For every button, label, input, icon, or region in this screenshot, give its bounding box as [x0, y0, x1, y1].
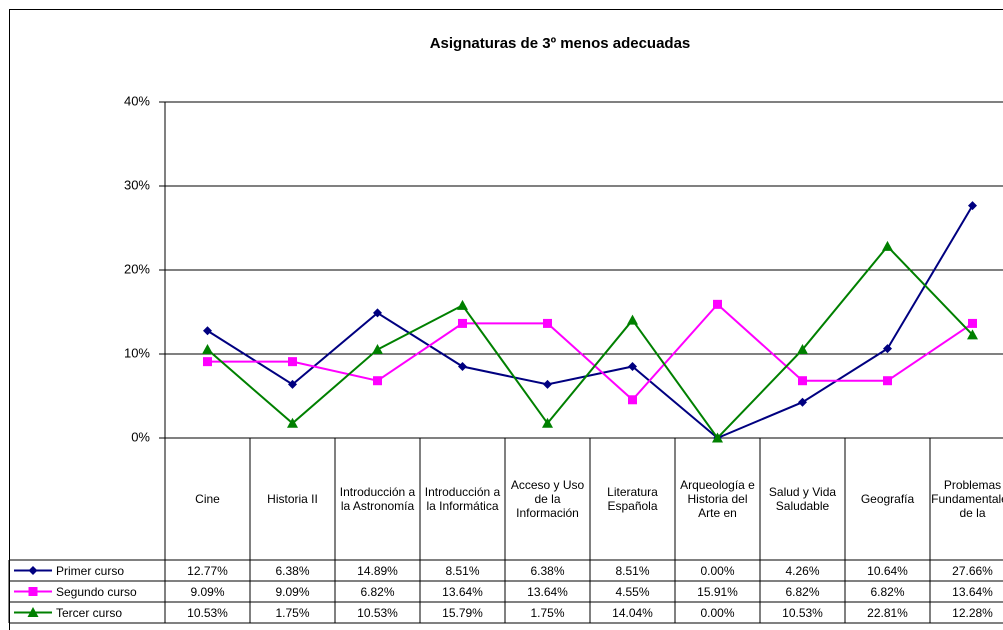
table-value: 15.91% — [697, 584, 738, 599]
table-value: 27.66% — [952, 563, 993, 578]
table-value: 10.53% — [357, 605, 398, 620]
data-point — [542, 417, 553, 428]
legend-marker — [28, 587, 38, 596]
table-value: 6.38% — [275, 563, 310, 578]
table-value: 10.64% — [867, 563, 908, 578]
table-value: 15.79% — [442, 605, 483, 620]
category-header: Geografía — [860, 492, 915, 506]
y-tick-label: 40% — [124, 93, 150, 108]
table-value: 14.89% — [357, 563, 398, 578]
y-tick-label: 0% — [131, 429, 150, 444]
data-point — [288, 379, 297, 389]
table-value: 0.00% — [700, 563, 735, 578]
data-point — [627, 314, 638, 325]
table-value: 10.53% — [187, 605, 228, 620]
data-point — [798, 397, 807, 407]
data-point — [967, 329, 978, 340]
table-value: 12.28% — [952, 605, 993, 620]
data-point — [883, 376, 892, 386]
data-point — [712, 432, 723, 443]
table-value: 1.75% — [530, 605, 565, 620]
data-point — [968, 318, 977, 328]
category-header: Introducción a la Informática — [424, 485, 501, 513]
category-header: Arqueología e Historia del Arte en — [680, 478, 755, 520]
data-point — [203, 357, 212, 367]
data-point — [968, 201, 977, 211]
chart-border — [9, 9, 1003, 630]
table-value: 13.64% — [952, 584, 993, 599]
table-value: 9.09% — [275, 584, 310, 599]
table-value: 4.26% — [785, 563, 820, 578]
table-value: 1.75% — [275, 605, 310, 620]
data-point — [457, 299, 468, 310]
y-tick-label: 30% — [124, 177, 150, 192]
table-value: 22.81% — [867, 605, 908, 620]
table-value: 13.64% — [442, 584, 483, 599]
data-point — [373, 308, 382, 318]
data-point — [713, 299, 722, 309]
data-point — [628, 395, 637, 405]
data-point — [797, 344, 808, 355]
category-header: Salud y Vida Saludable — [768, 485, 837, 513]
data-point — [288, 357, 297, 367]
data-point — [372, 344, 383, 355]
legend-marker — [28, 566, 38, 575]
y-tick-label: 10% — [124, 345, 150, 360]
table-value: 13.64% — [527, 584, 568, 599]
legend-label: Segundo curso — [56, 584, 137, 599]
table-value: 0.00% — [700, 605, 735, 620]
table-value: 10.53% — [782, 605, 823, 620]
category-header: Introducción a la Astronomía — [339, 485, 416, 513]
table-value: 4.55% — [615, 584, 650, 599]
data-point — [202, 344, 213, 355]
table-value: 6.82% — [870, 584, 905, 599]
data-point — [458, 318, 467, 328]
table-value: 14.04% — [612, 605, 653, 620]
category-header: Cine — [195, 492, 220, 506]
data-point — [628, 362, 637, 372]
y-tick-label: 20% — [124, 261, 150, 276]
table-value: 8.51% — [445, 563, 480, 578]
table-value: 8.51% — [615, 563, 650, 578]
data-point — [882, 240, 893, 251]
data-point — [458, 362, 467, 372]
data-point — [203, 326, 212, 336]
category-header: Literatura Española — [607, 485, 658, 513]
data-point — [543, 318, 552, 328]
data-point — [543, 379, 552, 389]
data-point — [883, 344, 892, 354]
table-value: 12.77% — [187, 563, 228, 578]
table-value: 6.38% — [530, 563, 565, 578]
table-value: 9.09% — [190, 584, 225, 599]
category-header: Problemas Fundamentales de la — [931, 478, 1003, 520]
legend-marker — [27, 607, 39, 617]
series-line — [206, 205, 974, 440]
data-point — [798, 376, 807, 386]
category-header: Acceso y Uso de la Información — [510, 478, 585, 520]
series-line — [206, 244, 974, 440]
series-line — [207, 302, 974, 402]
table-value: 6.82% — [785, 584, 820, 599]
category-header: Historia II — [267, 492, 318, 506]
table-value: 6.82% — [360, 584, 395, 599]
chart-title: Asignaturas de 3º menos adecuadas — [430, 35, 691, 52]
data-point — [373, 376, 382, 386]
data-point — [287, 417, 298, 428]
legend-label: Tercer curso — [56, 605, 123, 620]
legend-label: Primer curso — [56, 563, 125, 578]
